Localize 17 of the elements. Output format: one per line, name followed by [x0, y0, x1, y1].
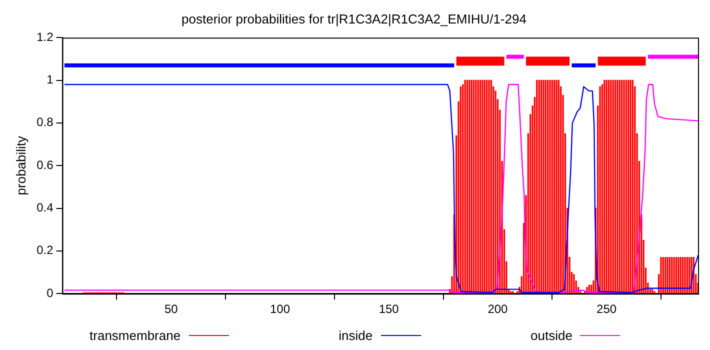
legend-label: transmembrane — [90, 328, 181, 343]
legend-label: inside — [338, 328, 373, 343]
x-tick-label: 50 — [164, 302, 178, 316]
y-tick-label: 0.8 — [36, 115, 54, 130]
x-tick-label: 150 — [378, 302, 400, 316]
y-tick-label: 1 — [46, 72, 54, 87]
x-tick-label: 100 — [270, 302, 290, 316]
y-tick-label: 0 — [46, 286, 54, 300]
y-axis-title: probability — [13, 135, 28, 196]
x-tick-label: 250 — [596, 302, 617, 316]
x-tick-label: 200 — [488, 302, 508, 316]
y-tick-label: 0.4 — [36, 200, 54, 215]
y-tick-label: 0.2 — [36, 243, 54, 258]
y-tick-label: 1.2 — [36, 30, 54, 44]
legend-label: outside — [530, 328, 572, 343]
y-tick-label: 0.6 — [36, 158, 54, 172]
chart-title: posterior probabilities for tr|R1C3A2|R1C3A2_EMIHU/1-294 — [182, 11, 526, 26]
